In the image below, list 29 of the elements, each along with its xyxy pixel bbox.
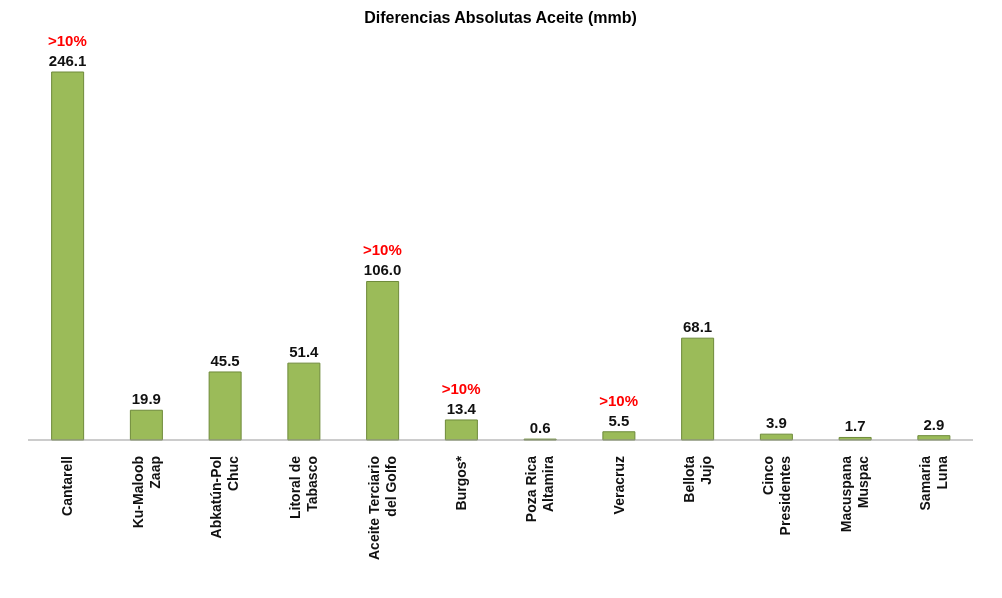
data-label: 51.4 [289,343,320,361]
x-tick-label: Litoral de Tabasco [287,455,321,520]
data-label: 19.9 [131,390,161,408]
annotation: >10% [599,391,639,409]
x-tick-label: Abkatún-Pol Chuc [208,455,242,539]
data-label: 3.9 [765,414,787,432]
annotation: >10% [362,241,402,259]
x-tick-label: Samaria Luna [917,455,951,511]
x-tick-label: Burgos* [453,455,470,511]
x-tick-label: Veracruz [610,456,627,515]
x-tick-label: Bellota Jujo [680,455,714,503]
data-label: 45.5 [210,351,240,369]
data-label: 246.1 [48,52,87,69]
x-tick-label: Ku-Maloob Zaap [129,456,163,529]
data-label: 13.4 [446,399,477,417]
x-tick-label: Aceite Terciario del Golfo [365,456,399,561]
data-label: 68.1 [683,318,713,336]
chart-title: Diferencias Absolutas Aceite (mmb) [363,8,638,28]
data-label: 106.0 [363,261,402,279]
x-tick-label: Cantarell [59,456,76,516]
data-label: 5.5 [608,411,630,429]
data-label: 0.6 [529,419,551,437]
annotation: >10% [47,32,87,49]
annotation: >10% [441,379,481,397]
x-tick-label: Poza Rica Altamira [523,455,557,523]
x-tick-label: Cinco Presidentes [759,455,793,536]
data-label: 2.9 [923,415,945,433]
x-tick-label: Macuspana Muspac [838,455,872,533]
data-label: 1.7 [844,417,866,435]
